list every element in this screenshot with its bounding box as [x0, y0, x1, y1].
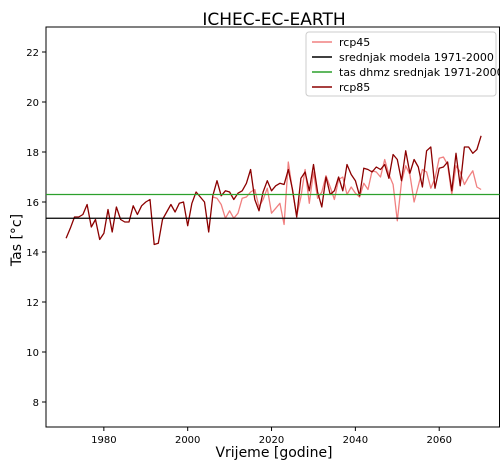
y-axis-label: Tas [°c]	[9, 214, 25, 267]
y-tick-label: 10	[26, 348, 39, 359]
y-tick-label: 22	[26, 48, 39, 59]
y-tick-label: 14	[26, 248, 39, 259]
y-tick-label: 8	[33, 398, 39, 409]
x-tick-label: 2060	[426, 435, 451, 446]
x-axis-label: Vrijeme [godine]	[215, 445, 332, 461]
legend-label: srednjak modela 1971-2000	[339, 51, 494, 64]
legend-label: rcp85	[339, 81, 370, 94]
legend: rcp45 srednjak modela 1971-2000 tas dhmz s…	[305, 31, 500, 97]
legend-box	[305, 31, 497, 97]
series-line-rcp85	[65, 135, 482, 246]
x-tick-label: 2020	[259, 435, 284, 446]
y-tick-label: 18	[26, 148, 39, 159]
legend-label: tas dhmz srednjak 1971-2000	[339, 66, 500, 79]
legend-label: rcp45	[339, 36, 370, 49]
y-tick-label: 20	[26, 98, 39, 109]
y-tick-label: 16	[26, 198, 39, 209]
x-tick-label: 2000	[175, 435, 200, 446]
chart-title: ICHEC-EC-EARTH	[202, 10, 345, 30]
y-tick-label: 12	[26, 298, 39, 309]
x-tick-label: 1980	[91, 435, 116, 446]
x-tick-label: 2040	[343, 435, 368, 446]
